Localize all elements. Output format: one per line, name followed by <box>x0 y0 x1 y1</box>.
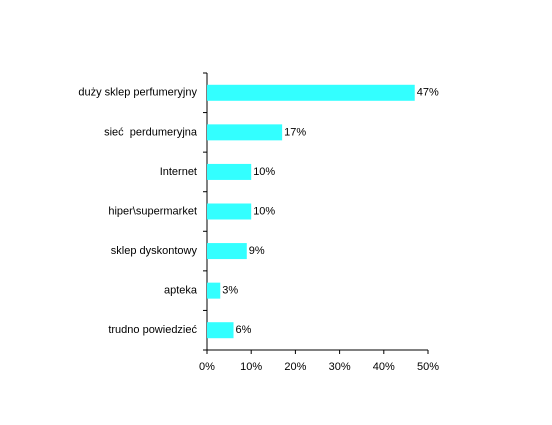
x-tick-label: 0% <box>199 361 215 373</box>
y-tick-label: sieć perdumeryjna <box>104 126 198 138</box>
x-tick-label: 30% <box>329 361 351 373</box>
y-tick-label: apteka <box>164 285 198 297</box>
y-tick-label: hiper\supermarket <box>108 205 197 217</box>
y-tick-label: Internet <box>160 166 197 178</box>
y-tick-label: duży sklep perfumeryjny <box>78 87 197 99</box>
x-tick-label: 50% <box>417 361 439 373</box>
value-label: 10% <box>253 166 275 178</box>
y-tick-label: trudno powiedzieć <box>108 324 197 336</box>
x-tick-label: 40% <box>373 361 395 373</box>
x-tick-label: 20% <box>284 361 306 373</box>
value-label: 9% <box>249 245 265 257</box>
value-label: 47% <box>417 87 439 99</box>
bar <box>207 163 252 180</box>
x-tick-label: 10% <box>240 361 262 373</box>
bar <box>207 282 221 299</box>
value-label: 10% <box>253 205 275 217</box>
bar <box>207 124 283 141</box>
bar <box>207 203 252 220</box>
bar <box>207 243 247 260</box>
bar <box>207 322 234 339</box>
value-label: 17% <box>284 126 306 138</box>
value-label: 3% <box>222 285 238 297</box>
value-label: 6% <box>236 324 252 336</box>
bar <box>207 84 415 101</box>
y-tick-label: sklep dyskontowy <box>111 245 198 257</box>
